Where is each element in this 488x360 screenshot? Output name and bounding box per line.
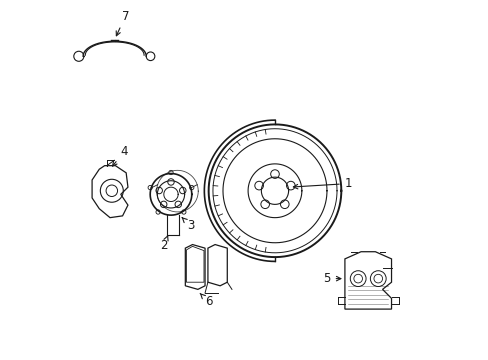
Text: 6: 6 xyxy=(200,293,212,309)
Text: 3: 3 xyxy=(182,217,194,233)
Text: 4: 4 xyxy=(112,145,128,166)
Text: 7: 7 xyxy=(116,10,129,36)
Text: 1: 1 xyxy=(293,177,351,190)
Text: 2: 2 xyxy=(160,236,168,252)
Text: 5: 5 xyxy=(323,272,340,285)
